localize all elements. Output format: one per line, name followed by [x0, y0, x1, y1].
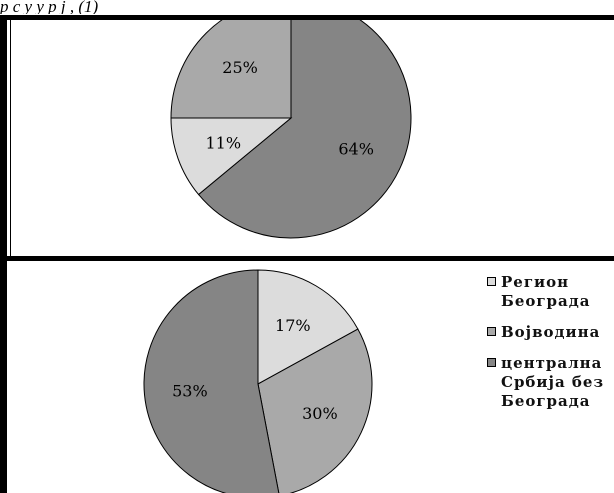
- bottom-pie-label-region-belgrade: 17%: [275, 316, 311, 335]
- legend-item-vojvodina: Војводина: [487, 323, 614, 342]
- pie-chart-bottom: 17% 30% 53%: [143, 269, 373, 493]
- legend-item-region-belgrade: Регион Београда: [487, 273, 614, 311]
- bottom-pie-slice-region-belgrade: [257, 269, 359, 385]
- legend-item-central-serbia: централна Србија без Београда: [487, 354, 614, 411]
- chart-panel-bottom: 17% 30% 53% Регион Београда Војводина цент…: [0, 256, 614, 493]
- bottom-pie-slice-central-serbia: [143, 269, 280, 493]
- legend-label-region-belgrade: Регион Београда: [501, 273, 591, 310]
- top-pie-slice-region-belgrade: [170, 117, 293, 196]
- chart-legend: Регион Београда Војводина централна Срби…: [487, 273, 614, 423]
- legend-swatch-vojvodina: [487, 327, 496, 336]
- top-pie-label-vojvodina: 25%: [222, 58, 258, 77]
- chart-panel-top: 64% 11% 25%: [0, 15, 614, 258]
- top-pie-label-central-serbia: 64%: [338, 140, 374, 159]
- top-pie-slice-vojvodina: [170, 20, 292, 119]
- pie-chart-top: 64% 11% 25%: [170, 20, 412, 239]
- legend-label-vojvodina: Војводина: [501, 323, 601, 341]
- legend-swatch-region-belgrade: [487, 277, 496, 286]
- top-pie-label-region-belgrade: 11%: [205, 133, 241, 152]
- legend-swatch-central-serbia: [487, 358, 496, 367]
- figure-caption: р с у у р ј , (1): [0, 0, 99, 14]
- bottom-pie-slice-vojvodina: [257, 328, 373, 493]
- bottom-pie-label-central-serbia: 53%: [172, 381, 208, 400]
- top-pie-slice-central-serbia: [197, 20, 412, 239]
- legend-label-central-serbia: централна Србија без Београда: [501, 354, 605, 410]
- bottom-pie-label-vojvodina: 30%: [302, 404, 338, 423]
